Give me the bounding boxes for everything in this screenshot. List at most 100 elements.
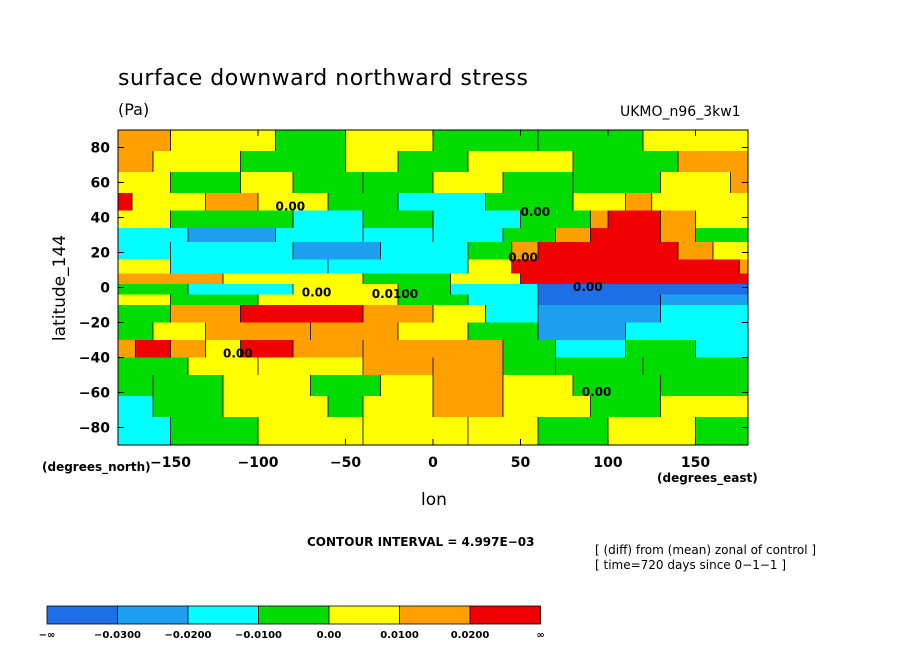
x-tick-label: 150 — [681, 455, 710, 471]
field-cell-1-4 — [398, 151, 468, 172]
legend-label: 0.0100 — [380, 630, 419, 641]
x-tick-label: −100 — [238, 455, 279, 471]
legend-label: 0.0200 — [451, 630, 490, 641]
field-cell-6-7 — [678, 242, 713, 260]
field-cell-10-6 — [660, 294, 748, 305]
y-tick-label: −60 — [79, 386, 110, 402]
field-cell-16-6 — [503, 396, 591, 417]
field-cell-15-4 — [380, 375, 433, 396]
field-cell-6-0 — [118, 242, 171, 260]
field-cell-2-4 — [363, 172, 433, 193]
legend-label: −0.0300 — [94, 630, 141, 641]
field-cell-15-6 — [503, 375, 573, 396]
contour-label: 0.0100 — [372, 287, 418, 301]
field-cell-11-1 — [170, 305, 241, 323]
field-cell-10-0 — [118, 294, 171, 305]
x-ticks: −150 −100 −50 0 50 100 150 — [150, 130, 710, 471]
field-cell-14-7 — [643, 357, 748, 375]
field-cell-6-4 — [468, 242, 512, 260]
field-cell-15-8 — [660, 375, 748, 396]
field-cell-6-5 — [511, 242, 538, 260]
field-cell-3-5 — [398, 193, 486, 211]
field-cell-1-5 — [468, 151, 573, 172]
y-tick-label: 20 — [91, 246, 111, 262]
field-cell-14-3 — [363, 357, 433, 375]
field-cell-12-5 — [468, 322, 538, 340]
y-tick-label: 60 — [91, 176, 111, 192]
field-cell-12-4 — [398, 322, 468, 340]
field-cell-15-7 — [573, 375, 661, 396]
field-cell-17-4 — [468, 417, 538, 445]
field-cell-17-7 — [695, 417, 748, 445]
contour-label: 0.00 — [302, 285, 332, 299]
contour-label: 0.00 — [276, 200, 306, 214]
field-cell-6-3 — [380, 242, 468, 260]
y-ticks: 80 60 40 20 0 −20 −40 −60 −80 — [79, 141, 748, 437]
legend-bin — [117, 605, 189, 625]
contour-labels-layer: 0.00 0.00 0.00 0.00 0.0100 0.00 0.00 0.00 — [223, 200, 611, 400]
field-cell-12-3 — [310, 322, 398, 340]
field-cell-0-4 — [433, 130, 538, 151]
y-tick-label: −40 — [79, 351, 110, 367]
field-cell-10-5 — [538, 294, 661, 305]
field-cell-7-2 — [328, 259, 468, 274]
field-cell-9-2 — [293, 284, 398, 295]
field-cell-6-8 — [713, 242, 748, 260]
field-cell-0-1 — [170, 130, 276, 151]
field-cell-2-2 — [240, 172, 293, 193]
field-cell-16-7 — [590, 396, 661, 417]
legend-bin — [46, 605, 118, 625]
field-cell-9-4 — [450, 284, 538, 295]
field-cell-7-0 — [118, 259, 171, 274]
legend-label: ∞ — [536, 630, 544, 641]
field-cell-8-0 — [118, 273, 223, 284]
model-name: UKMO_n96_3kw1 — [620, 104, 741, 120]
field-cell-9-0 — [118, 284, 188, 295]
field-cell-2-0 — [118, 172, 171, 193]
field-cell-4-3 — [363, 210, 433, 228]
field-cell-12-1 — [153, 322, 206, 340]
field-cell-12-7 — [625, 322, 748, 340]
field-cell-5-1 — [188, 228, 276, 242]
legend-label: 0.00 — [317, 630, 342, 641]
field-cell-4-6 — [590, 210, 608, 228]
field-cell-15-2 — [223, 375, 311, 396]
field-cell-0-0 — [118, 130, 171, 151]
legend-bin — [187, 605, 259, 625]
field-cell-2-8 — [660, 172, 731, 193]
field-cell-5-6 — [555, 228, 591, 242]
field-cell-13-8 — [555, 340, 626, 358]
contour-fill-layer — [118, 130, 748, 445]
legend-label: −0.0100 — [235, 630, 282, 641]
field-cell-16-3 — [328, 396, 363, 417]
description-line-2: [ time=720 days since 0−1−1 ] — [595, 558, 787, 572]
field-cell-17-6 — [608, 417, 696, 445]
field-cell-4-2 — [293, 210, 363, 228]
field-cell-3-9 — [651, 193, 748, 211]
field-cell-15-1 — [153, 375, 223, 396]
y-tick-label: 80 — [91, 141, 111, 157]
description-line-1: [ (diff) from (mean) zonal of control ] — [595, 543, 817, 557]
legend-bin — [328, 605, 400, 625]
field-cell-5-9 — [695, 228, 748, 242]
field-cell-1-6 — [573, 151, 678, 172]
field-cell-17-0 — [118, 417, 171, 445]
field-cell-4-8 — [660, 210, 696, 228]
field-cell-11-7 — [660, 305, 748, 323]
field-cell-7-1 — [170, 259, 328, 274]
field-cell-2-5 — [433, 172, 503, 193]
field-cell-2-3 — [293, 172, 363, 193]
field-cell-13-4 — [240, 340, 293, 358]
x-tick-label: −50 — [330, 455, 361, 471]
field-cell-3-3 — [258, 193, 328, 211]
field-cell-16-5 — [433, 396, 503, 417]
field-cell-7-3 — [468, 259, 512, 274]
field-cell-11-2 — [240, 305, 363, 323]
field-cell-6-1 — [170, 242, 293, 260]
field-cell-2-7 — [573, 172, 661, 193]
chart-title: surface downward northward stress — [118, 66, 529, 91]
contour-label: 0.00 — [508, 250, 538, 264]
field-cell-17-5 — [538, 417, 608, 445]
field-cell-1-0 — [118, 151, 153, 172]
